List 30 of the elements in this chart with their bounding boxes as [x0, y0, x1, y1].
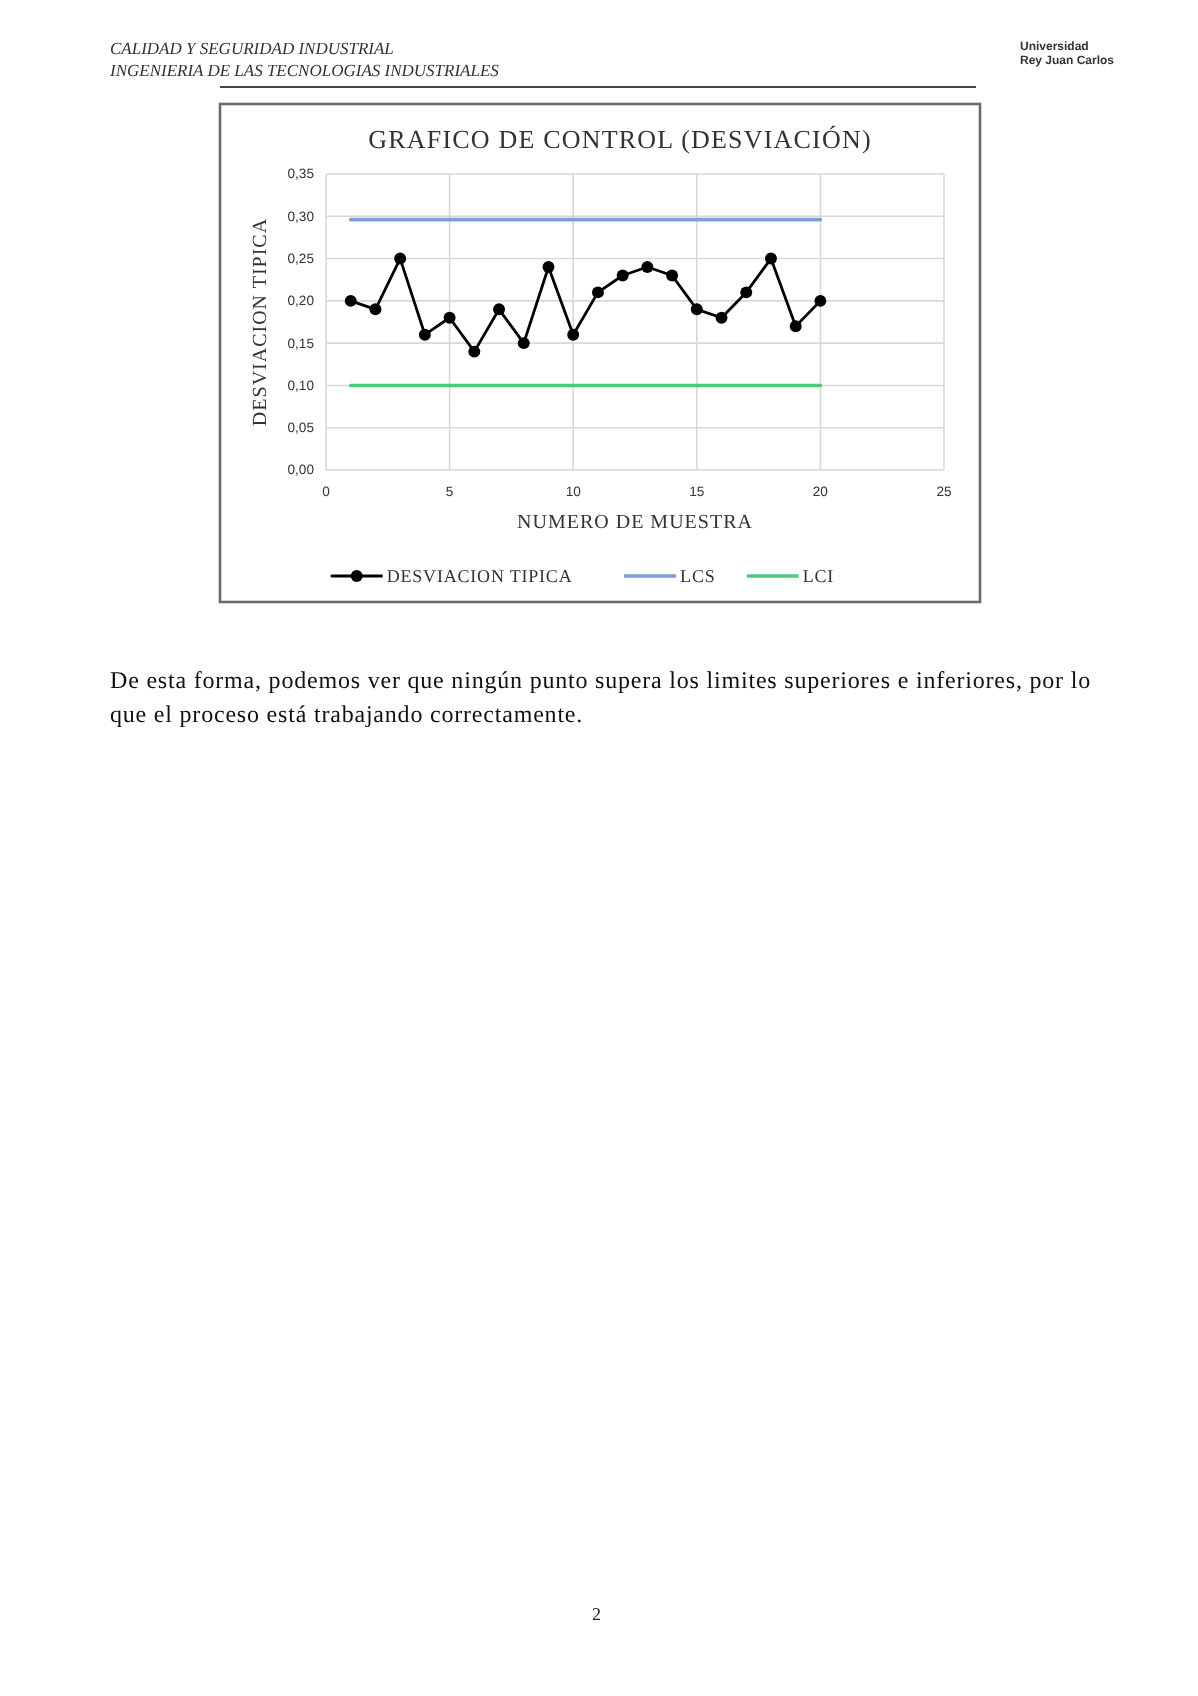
point [641, 261, 654, 273]
point [690, 303, 703, 316]
point [443, 311, 456, 324]
point [616, 269, 629, 282]
text: INGENIERIA DE LAS TECNOLOGIAS INDUSTRIALES [110, 60, 499, 80]
legend-label: LCI [802, 566, 835, 587]
text: De esta forma, podemos ver que ningún punto supera los limites superiores e inferiores, por lo que el proceso está trabajando correctamente. [110, 664, 1093, 732]
point [789, 320, 802, 333]
point [814, 294, 827, 307]
point [764, 252, 777, 265]
point [567, 328, 580, 341]
point [418, 328, 431, 341]
point [740, 286, 753, 299]
text: CALIDAD Y SEGURIDAD INDUSTRIAL [110, 38, 394, 58]
text: 2 [592, 1604, 601, 1624]
chart-title: GRAFICO DE CONTROL (DESVIACIÓN) [368, 124, 872, 154]
point [591, 286, 604, 299]
point [394, 252, 407, 265]
point [715, 311, 728, 324]
point [369, 303, 382, 316]
point [493, 303, 506, 316]
legend-label: LCS [680, 566, 716, 587]
point [517, 337, 530, 350]
x-axis-title: NUMERO DE MUESTRA [517, 512, 754, 534]
point [542, 261, 555, 273]
point [666, 269, 679, 282]
legend-label: DESVIACION TIPICA [386, 566, 573, 587]
point [344, 294, 357, 307]
y-axis-title: DESVIACION TIPICA [250, 217, 272, 427]
point [468, 345, 481, 358]
